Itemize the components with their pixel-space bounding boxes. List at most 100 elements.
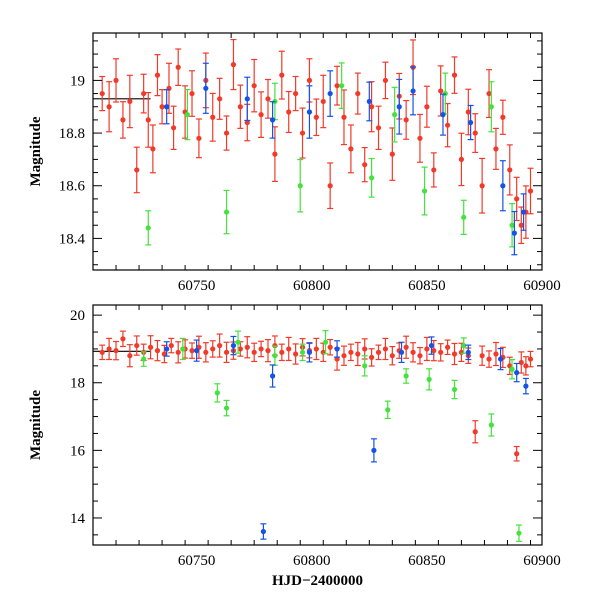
data-point-green [426, 376, 432, 382]
data-point-red [99, 90, 105, 97]
data-point-green [223, 209, 230, 215]
data-point-green [516, 530, 522, 536]
data-point-green [403, 373, 409, 379]
data-point-blue [306, 349, 313, 355]
data-point-blue [410, 88, 416, 94]
data-point-green [451, 386, 458, 393]
data-point-red [486, 356, 492, 362]
data-point-red [196, 135, 202, 141]
data-point-red [145, 117, 151, 123]
data-point-red [293, 90, 299, 97]
data-point-red [168, 342, 174, 349]
data-point-green [214, 390, 220, 396]
data-point-red [355, 90, 361, 97]
data-point-red [444, 344, 451, 350]
data-point-red [465, 109, 471, 115]
data-point-blue [194, 348, 200, 354]
data-point-red [113, 348, 119, 354]
data-point-blue [366, 98, 372, 105]
data-point-blue [398, 349, 405, 355]
data-point-green [421, 188, 428, 194]
data-point-red [279, 349, 285, 355]
data-point-green [299, 349, 306, 355]
data-point-red [251, 83, 257, 89]
data-point-green [362, 363, 368, 369]
data-point-red [251, 349, 257, 355]
data-point-green [223, 405, 230, 411]
data-point-red [175, 349, 181, 355]
data-point-green [322, 339, 329, 345]
data-point-red [327, 344, 333, 350]
x-tick-label: 60900 [523, 553, 561, 569]
bottom-panel: 60750 60800 60850 60900 14 16 18 20 Magnitude HJD… [28, 304, 561, 589]
data-point-red [230, 62, 237, 68]
data-point-red [141, 90, 147, 97]
data-point-blue [306, 109, 313, 115]
data-point-red [341, 114, 347, 120]
data-point-green [509, 222, 515, 228]
data-point-red [120, 117, 126, 123]
data-point-red [99, 349, 105, 355]
data-point-blue [164, 104, 170, 110]
data-point-red [362, 162, 368, 168]
data-point-red [518, 222, 524, 228]
data-point-red [154, 72, 161, 78]
data-point-green [369, 175, 375, 181]
data-point-red [279, 72, 285, 78]
data-point-green [272, 353, 278, 359]
data-point-red [514, 451, 520, 457]
data-point-green [180, 346, 186, 352]
data-point-blue [523, 383, 529, 389]
data-point-blue [327, 90, 333, 97]
data-point-blue [497, 356, 504, 362]
data-point-blue [514, 370, 520, 376]
data-point-green [145, 225, 151, 231]
data-point-blue [396, 104, 402, 110]
data-point-red [451, 72, 458, 78]
data-point-red [458, 156, 465, 162]
y-tick-label: 18.6 [59, 179, 86, 195]
data-point-red [348, 349, 354, 355]
plot-area [93, 330, 534, 542]
y-tick-label: 18 [70, 376, 85, 392]
data-point-red [410, 349, 416, 355]
data-point-red [258, 112, 264, 118]
data-point-red [500, 114, 506, 120]
data-point-blue [520, 209, 527, 215]
data-point-red [493, 146, 499, 152]
data-point-red [417, 135, 423, 141]
data-point-red [210, 346, 216, 352]
data-point-red [375, 125, 382, 131]
data-point-red [286, 109, 292, 115]
x-tick-label: 60750 [178, 553, 216, 569]
data-point-blue [440, 112, 446, 118]
data-point-red [120, 336, 126, 342]
series-blue [163, 62, 527, 256]
data-point-red [382, 77, 389, 83]
data-point-red [438, 88, 444, 94]
data-point-red [306, 77, 313, 83]
x-tick-label: 60750 [178, 278, 216, 294]
data-point-red [334, 83, 340, 89]
data-point-red [527, 188, 534, 194]
data-point-red [299, 130, 306, 136]
x-axis-label: HJD−2400000 [272, 573, 363, 589]
data-point-red [438, 349, 444, 355]
data-point-red [424, 104, 430, 110]
data-point-red [147, 344, 154, 350]
y-tick-label: 14 [70, 511, 86, 527]
data-point-green [297, 183, 303, 189]
data-point-red [348, 146, 354, 152]
data-point-red [217, 342, 223, 349]
data-point-red [444, 122, 451, 128]
x-tick-label: 60900 [523, 278, 561, 294]
data-point-red [479, 183, 485, 189]
data-point-blue [270, 117, 276, 123]
data-point-red [389, 151, 395, 157]
data-point-red [313, 114, 319, 120]
plot-frame [92, 32, 543, 271]
series-red [99, 330, 534, 462]
data-point-blue [511, 230, 517, 236]
plot-area [93, 38, 534, 256]
series-red [99, 38, 534, 245]
